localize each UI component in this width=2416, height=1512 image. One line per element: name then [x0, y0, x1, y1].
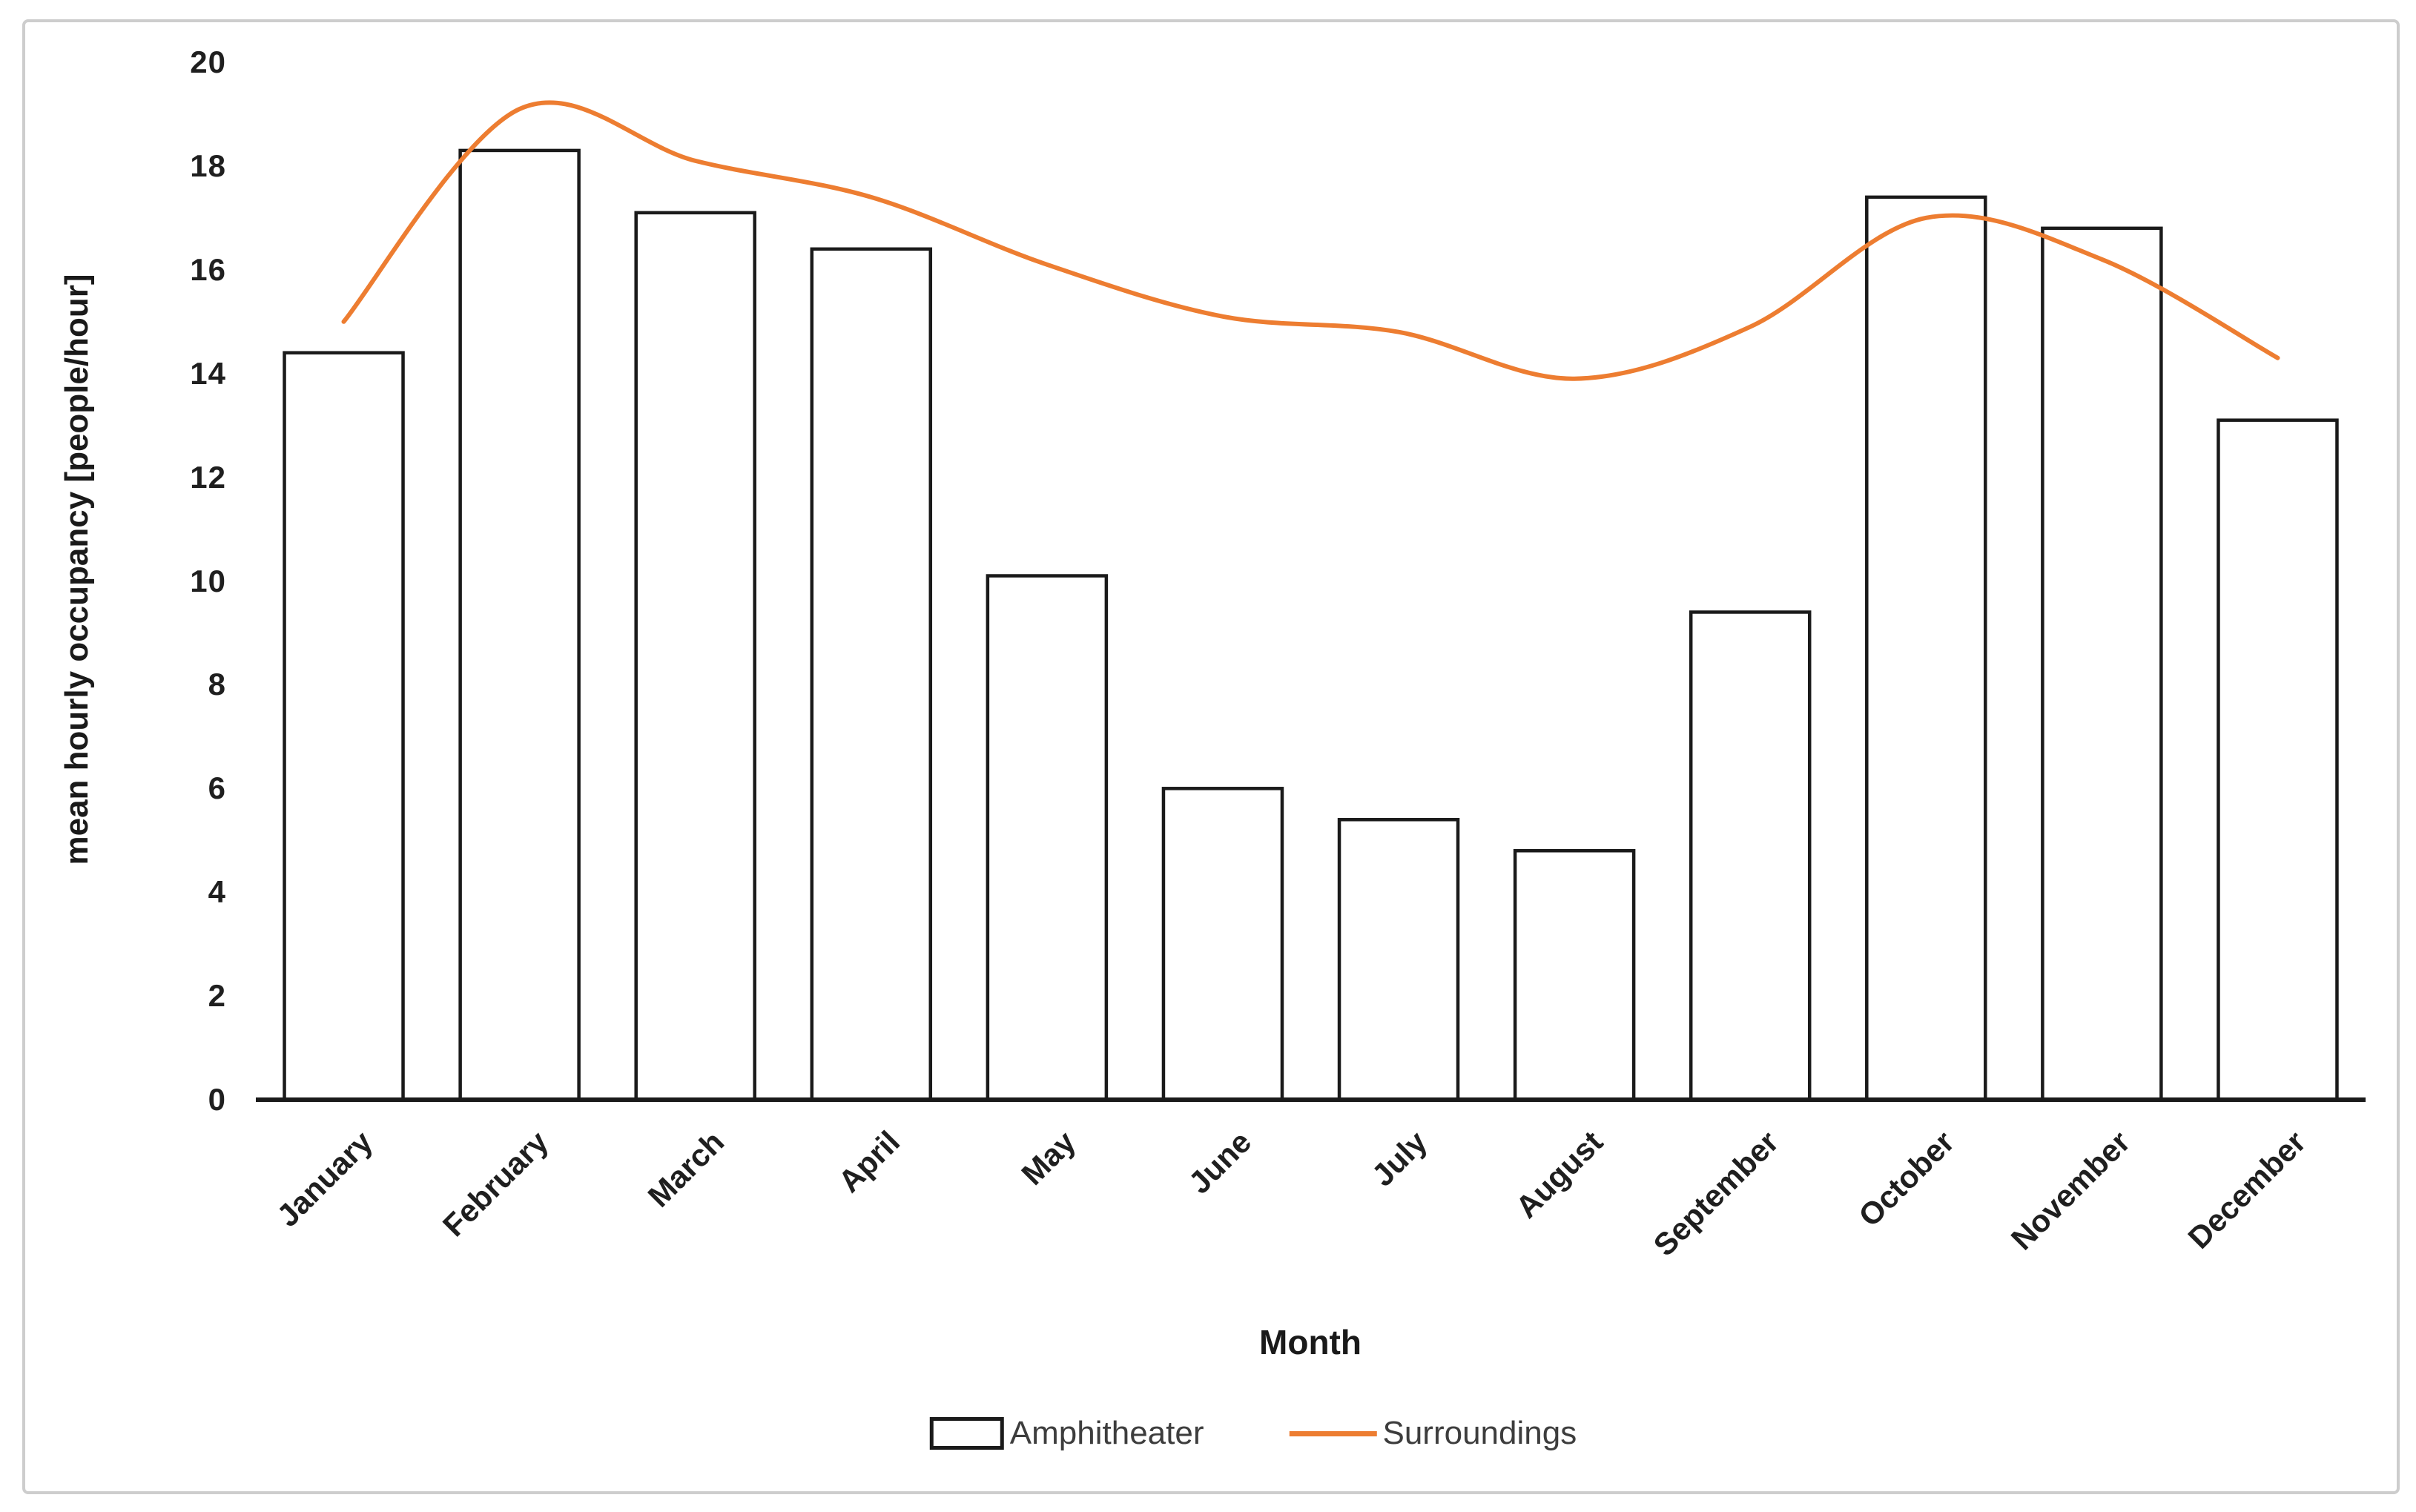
bar-february	[458, 148, 581, 1102]
y-tick-label-20: 20	[190, 44, 226, 79]
bar-september	[1689, 610, 1812, 1102]
y-tick-label-4: 4	[208, 874, 226, 910]
bar-august	[1513, 848, 1636, 1102]
legend-label-amphitheater: Amphitheater	[1009, 1415, 1204, 1451]
bar-january	[283, 351, 405, 1102]
y-tick-label-8: 8	[208, 667, 226, 702]
y-tick-label-16: 16	[190, 251, 226, 287]
bar-june	[1161, 787, 1284, 1102]
bar-october	[1865, 195, 1987, 1102]
bar-july	[1337, 818, 1460, 1102]
legend-label-surroundings: Surroundings	[1382, 1415, 1577, 1451]
bar-march	[634, 211, 756, 1102]
y-tick-label-6: 6	[208, 770, 226, 806]
y-tick-label-10: 10	[190, 563, 226, 598]
x-axis-title: Month	[1259, 1323, 1362, 1361]
y-tick-label-18: 18	[190, 148, 226, 183]
line-swatch-icon	[1289, 1430, 1377, 1436]
bar-april	[810, 247, 933, 1102]
y-tick-label-2: 2	[208, 978, 226, 1014]
bar-may	[986, 574, 1109, 1102]
y-tick-label-12: 12	[190, 459, 226, 495]
legend: Amphitheater Surroundings	[929, 1415, 1577, 1452]
bar-swatch-icon	[929, 1417, 1004, 1450]
y-tick-label-0: 0	[208, 1082, 226, 1117]
y-tick-label-14: 14	[190, 355, 226, 391]
surroundings-line	[341, 100, 2280, 381]
y-axis-title: mean hourly occupancy [people/hour]	[59, 274, 95, 865]
legend-item-amphitheater: Amphitheater	[929, 1415, 1204, 1452]
bar-november	[2041, 226, 2163, 1102]
bar-december	[2217, 418, 2339, 1102]
legend-item-surroundings: Surroundings	[1289, 1415, 1577, 1452]
chart-frame	[22, 19, 2400, 1494]
